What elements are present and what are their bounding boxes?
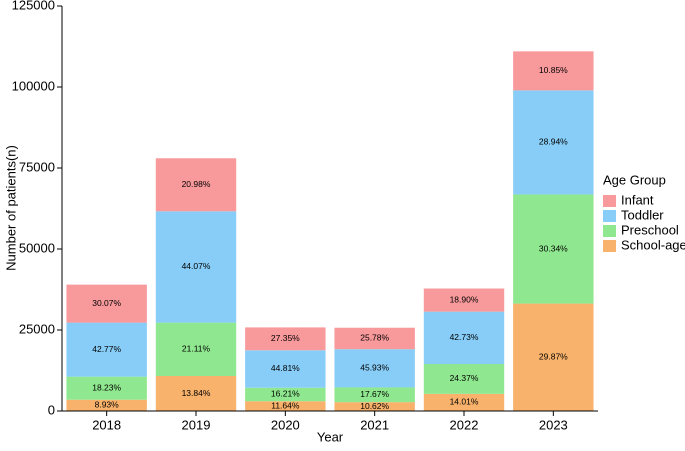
legend-title: Age Group	[603, 172, 666, 187]
percent-label: 24.37%	[450, 373, 479, 383]
bar-segment	[513, 51, 594, 91]
legend-swatch	[603, 210, 616, 222]
percent-label: 44.07%	[182, 261, 211, 271]
legend-swatch	[603, 195, 616, 207]
bar-segment	[245, 401, 326, 411]
y-tick-label: 100000	[12, 78, 55, 93]
percent-label: 14.01%	[450, 397, 479, 407]
x-tick-label: 2022	[450, 417, 479, 432]
percent-label: 25.78%	[360, 333, 389, 343]
percent-label: 18.23%	[92, 382, 121, 392]
percent-label: 30.07%	[92, 298, 121, 308]
y-tick-label: 125000	[12, 0, 55, 12]
x-tick-label: 2023	[539, 417, 568, 432]
bar-segment	[423, 363, 505, 394]
percent-label: 44.81%	[271, 363, 300, 373]
percent-label: 30.34%	[539, 243, 568, 253]
bar-segment	[155, 158, 237, 212]
percent-label: 28.94%	[539, 137, 568, 147]
x-axis-title: Year	[317, 429, 344, 444]
legend-swatch	[603, 225, 616, 237]
bar-segment	[334, 349, 415, 388]
percent-label: 11.64%	[271, 400, 300, 410]
percent-label: 8.93%	[95, 400, 120, 410]
percent-label: 45.93%	[360, 363, 389, 373]
percent-label: 21.11%	[182, 344, 211, 354]
y-tick-label: 50000	[19, 240, 55, 255]
x-tick-label: 2018	[92, 417, 121, 432]
bar-segment	[66, 284, 147, 323]
bar-segment	[334, 402, 415, 411]
bar-segment	[423, 311, 505, 364]
bar-segment	[513, 303, 594, 411]
y-tick-label: 25000	[19, 321, 55, 336]
bar-segment	[334, 387, 415, 403]
legend-label: Preschool	[621, 222, 679, 237]
y-axis-title: Number of patients(n)	[3, 145, 18, 271]
x-tick-label: 2020	[271, 417, 300, 432]
bar-segment	[66, 376, 147, 400]
bar-segment	[155, 376, 237, 411]
bar-segment	[513, 194, 594, 304]
bar-segment	[513, 90, 594, 195]
x-tick-label: 2019	[182, 417, 211, 432]
bar-segment	[423, 288, 505, 312]
bar-segment	[245, 327, 326, 351]
percent-label: 17.67%	[360, 389, 389, 399]
bar-segment	[334, 327, 415, 350]
percent-label: 10.62%	[360, 401, 389, 411]
percent-label: 29.87%	[539, 352, 568, 362]
x-tick-label: 2021	[360, 417, 389, 432]
percent-label: 16.21%	[271, 389, 300, 399]
percent-label: 18.90%	[450, 294, 479, 304]
bar-segment	[155, 211, 237, 323]
bar-segment	[423, 393, 505, 411]
percent-label: 10.85%	[539, 65, 568, 75]
bar-segment	[66, 399, 147, 411]
y-tick-label: 75000	[19, 159, 55, 174]
bar-segment	[66, 322, 147, 377]
percent-label: 13.84%	[182, 388, 211, 398]
legend-label: Toddler	[621, 207, 664, 222]
percent-label: 42.77%	[92, 344, 121, 354]
percent-label: 42.73%	[450, 332, 479, 342]
percent-label: 20.98%	[182, 179, 211, 189]
percent-label: 27.35%	[271, 333, 300, 343]
legend-label: Infant	[621, 192, 654, 207]
bar-segment	[155, 322, 237, 377]
bar-segment	[245, 387, 326, 402]
legend-swatch	[603, 240, 616, 252]
y-tick-label: 0	[48, 402, 55, 417]
bar-segment	[245, 350, 326, 388]
legend-label: School-age	[621, 237, 685, 252]
